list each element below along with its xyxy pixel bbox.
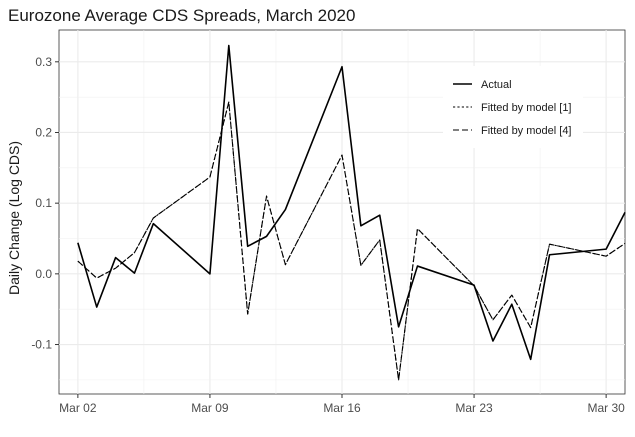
series-line-solid (77, 44, 626, 361)
x-tick-label: Mar 16 (323, 401, 361, 415)
legend-label: Actual (481, 79, 512, 91)
x-tick-label: Mar 30 (587, 401, 625, 415)
y-axis-title: Daily Change (Log CDS) (6, 141, 22, 295)
x-tick-label: Mar 02 (59, 401, 97, 415)
y-tick-label: 0.1 (35, 196, 52, 210)
y-tick-label: 0.3 (35, 55, 52, 69)
y-tick-label: 0.0 (35, 267, 52, 281)
axes: Mar 02 Mar 09 Mar 16 Mar 23 Mar 30 -0.1 0.0 0.1… (31, 55, 625, 415)
y-tick-label: -0.1 (31, 338, 52, 352)
legend-label: Fitted by model [1] (481, 102, 572, 114)
chart-title: Eurozone Average CDS Spreads, March 2020 (8, 6, 356, 25)
x-tick-label: Mar 09 (191, 401, 229, 415)
y-tick-label: 0.2 (35, 125, 52, 139)
series-lines (77, 44, 626, 381)
series-line-dashed (77, 101, 626, 381)
gridlines (59, 30, 625, 394)
legend: Actual Fitted by model [1] Fitted by model… (443, 66, 583, 148)
x-tick-label: Mar 23 (455, 401, 493, 415)
legend-label: Fitted by model [4] (481, 125, 572, 137)
